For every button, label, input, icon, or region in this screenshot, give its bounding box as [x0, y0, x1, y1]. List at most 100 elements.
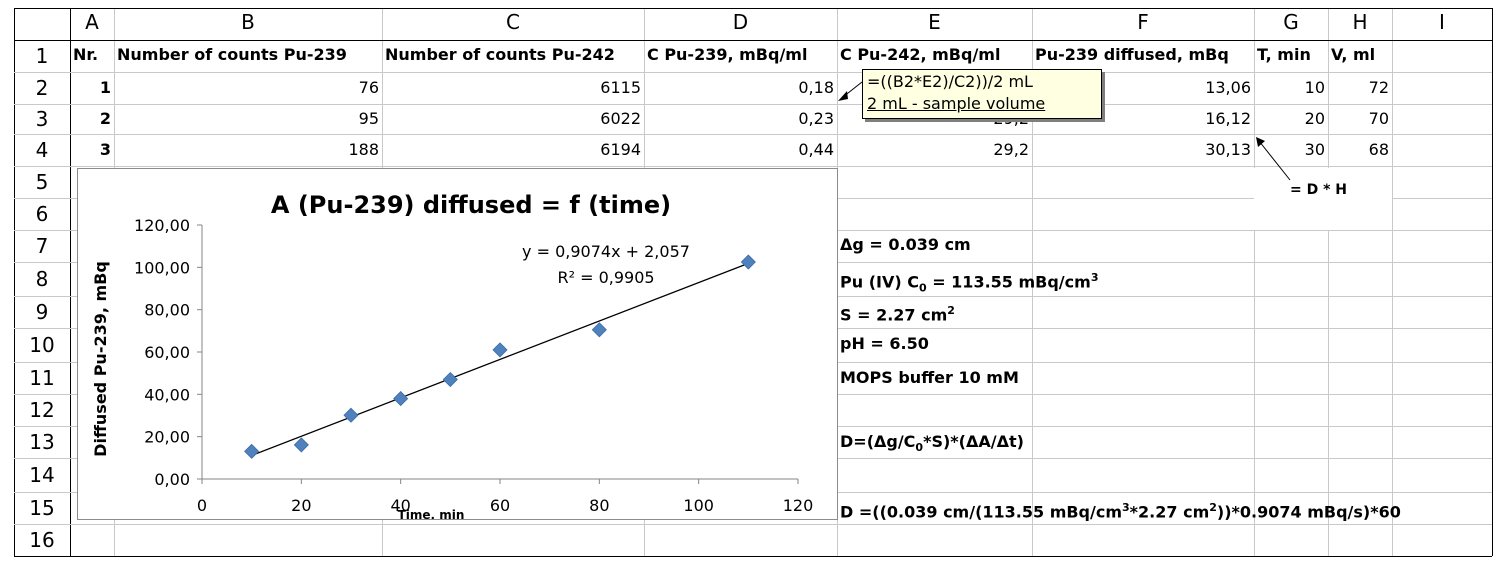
cell-h4[interactable]: 68 — [1368, 140, 1389, 159]
row-header-4[interactable]: 4 — [35, 138, 49, 162]
cell-a3[interactable]: 2 — [99, 109, 111, 128]
chart-title: A (Pu-239) diffused = f (time) — [271, 191, 671, 219]
formula-comment[interactable]: =((B2*E2)/C2))/2 mL 2 mL - sample volume — [862, 69, 1102, 119]
formula-comment-line2: 2 mL - sample volume — [867, 94, 1046, 113]
chart-svg: A (Pu-239) diffused = f (time) Diffused … — [91, 191, 813, 519]
param-delta-g[interactable]: Δg = 0.039 cm — [840, 235, 971, 254]
cell-b2[interactable]: 76 — [358, 78, 379, 97]
row-header-12[interactable]: 12 — [29, 398, 55, 422]
cell-h3[interactable]: 70 — [1368, 109, 1389, 128]
param-mops[interactable]: MOPS buffer 10 mM — [840, 368, 1019, 387]
cell-c2[interactable]: 6115 — [600, 78, 641, 97]
y-tick-label: 80,00 — [144, 301, 190, 320]
cell-c3[interactable]: 6022 — [600, 109, 641, 128]
trendline — [251, 262, 749, 457]
gridline-v — [14, 8, 15, 556]
cell-a1[interactable]: Nr. — [73, 45, 99, 64]
param-ph[interactable]: pH = 6.50 — [840, 334, 929, 353]
dcalc-text3: ))*0.9074 mBq/s)*60 — [1216, 502, 1401, 522]
cell-h1[interactable]: V, ml — [1331, 45, 1376, 64]
row-header-14[interactable]: 14 — [29, 463, 55, 487]
row-header-6[interactable]: 6 — [35, 202, 49, 226]
chart-axes: 0,00 20,00 40,00 60,00 80,00 100,00 120,00 0 20 4… — [134, 216, 813, 515]
cell-c4[interactable]: 6194 — [600, 140, 641, 159]
cell-b3[interactable]: 95 — [358, 109, 379, 128]
x-tick-label: 40 — [390, 496, 410, 515]
gridline-h — [14, 40, 1492, 41]
cell-a4[interactable]: 3 — [99, 140, 111, 159]
cell-c1[interactable]: Number of counts Pu-242 — [385, 45, 615, 64]
cell-f1[interactable]: Pu-239 diffused, mBq — [1035, 45, 1229, 64]
row-header-13[interactable]: 13 — [29, 430, 55, 454]
data-point — [740, 254, 756, 270]
row-header-5[interactable]: 5 — [35, 170, 49, 194]
param-d-formula[interactable]: D=(Δg/C0*S)*(ΔA/Δt) — [837, 426, 1027, 464]
row-header-10[interactable]: 10 — [29, 333, 55, 357]
scatter-chart[interactable]: A (Pu-239) diffused = f (time) Diffused … — [77, 168, 838, 520]
gridline-h — [14, 524, 1492, 525]
cell-d3[interactable]: 0,23 — [798, 109, 834, 128]
gridline-v — [70, 8, 71, 556]
row-header-9[interactable]: 9 — [35, 300, 49, 324]
cell-a2[interactable]: 1 — [99, 78, 111, 97]
col-header-g[interactable]: G — [1283, 10, 1299, 34]
gridline-v — [1032, 8, 1033, 556]
cell-g2[interactable]: 10 — [1304, 78, 1325, 97]
param-d-calc[interactable]: D =((0.039 cm/(113.55 mBq/cm3*2.27 cm2))… — [837, 492, 1404, 528]
col-header-f[interactable]: F — [1137, 10, 1149, 34]
y-tick-label: 40,00 — [144, 385, 190, 404]
gridline-h — [14, 134, 1492, 135]
col-header-c[interactable]: C — [506, 10, 520, 34]
row-header-15[interactable]: 15 — [29, 496, 55, 520]
col-header-b[interactable]: B — [241, 10, 255, 34]
col-header-i[interactable]: I — [1439, 10, 1445, 34]
row-header-1[interactable]: 1 — [35, 44, 49, 68]
gridline-h — [14, 72, 1492, 73]
row-header-3[interactable]: 3 — [35, 107, 49, 131]
cell-g4[interactable]: 30 — [1304, 140, 1325, 159]
data-point — [244, 443, 260, 459]
gridline-v — [1492, 8, 1493, 556]
cell-b4[interactable]: 188 — [348, 140, 379, 159]
param-s[interactable]: S = 2.27 cm2 — [837, 296, 958, 330]
cell-b1[interactable]: Number of counts Pu-239 — [117, 45, 347, 64]
param-c0[interactable]: Pu (IV) C0 = 113.55 mBq/cm3 — [837, 262, 1101, 305]
x-tick-label: 100 — [683, 496, 714, 515]
formula-comment-line1: =((B2*E2)/C2))/2 mL — [867, 72, 1033, 91]
gridline-h — [14, 104, 1492, 105]
cell-d2[interactable]: 0,18 — [798, 78, 834, 97]
cell-d4[interactable]: 0,44 — [798, 140, 834, 159]
x-tick-label: 120 — [783, 496, 814, 515]
cell-e1[interactable]: C Pu-242, mBq/ml — [840, 45, 1001, 64]
cell-f4[interactable]: 30,13 — [1205, 140, 1251, 159]
param-s-text: S = 2.27 cm — [840, 305, 948, 325]
cell-e4[interactable]: 29,2 — [993, 140, 1029, 159]
dcalc-text2: *2.27 cm — [1129, 502, 1210, 522]
col-header-a[interactable]: A — [85, 10, 99, 34]
col-header-d[interactable]: D — [732, 10, 749, 34]
cell-g3[interactable]: 20 — [1304, 109, 1325, 128]
chart-marks — [244, 254, 756, 459]
row-header-2[interactable]: 2 — [35, 76, 49, 100]
y-tick-label: 60,00 — [144, 343, 190, 362]
cell-h2[interactable]: 72 — [1368, 78, 1389, 97]
gridline-v — [1254, 8, 1255, 556]
dcalc-sup2: 2 — [1209, 501, 1217, 514]
y-tick-label: 20,00 — [144, 428, 190, 447]
cell-f2[interactable]: 13,06 — [1205, 78, 1251, 97]
cell-g1[interactable]: T, min — [1257, 45, 1311, 64]
param-c0-text: Pu (IV) C — [840, 272, 919, 292]
col-header-e[interactable]: E — [928, 10, 941, 34]
dform-text2: *S)*(ΔA/Δt) — [923, 432, 1024, 451]
cell-d1[interactable]: C Pu-239, mBq/ml — [647, 45, 808, 64]
col-header-h[interactable]: H — [1352, 10, 1368, 34]
comment-dh[interactable]: = D * H — [1290, 182, 1348, 198]
row-header-11[interactable]: 11 — [29, 366, 55, 390]
row-header-8[interactable]: 8 — [35, 267, 49, 291]
data-point — [442, 371, 458, 388]
row-header-7[interactable]: 7 — [35, 234, 49, 258]
chart-ylabel: Diffused Pu-239, mBq — [91, 261, 110, 457]
trend-r2: R² = 0,9905 — [557, 268, 654, 287]
row-header-16[interactable]: 16 — [29, 528, 55, 552]
cell-f3[interactable]: 16,12 — [1205, 109, 1251, 128]
